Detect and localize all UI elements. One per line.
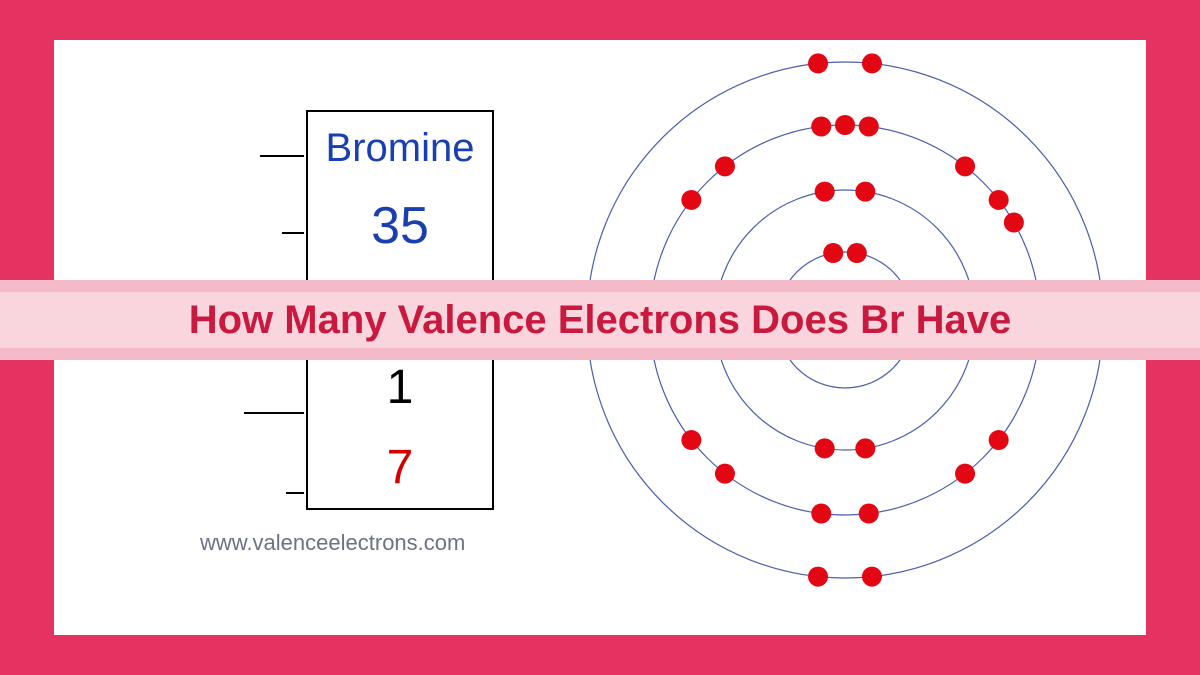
overlay-title: How Many Valence Electrons Does Br Have bbox=[0, 298, 1200, 343]
